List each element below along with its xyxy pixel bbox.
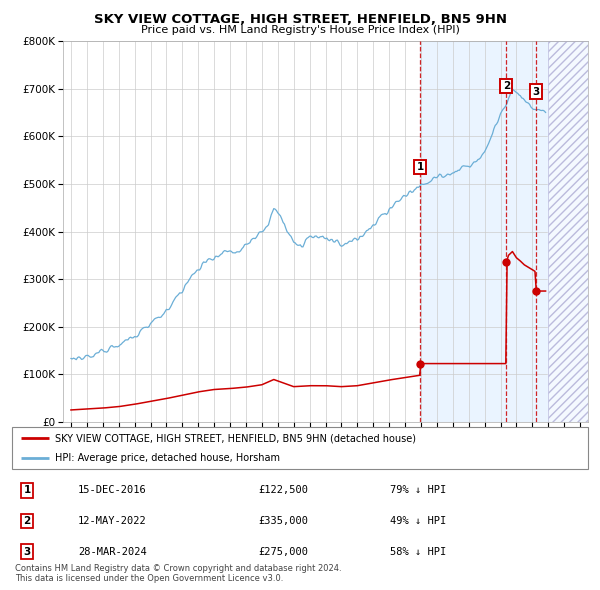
Text: £335,000: £335,000 (258, 516, 308, 526)
Text: 79% ↓ HPI: 79% ↓ HPI (390, 486, 446, 495)
FancyBboxPatch shape (12, 427, 588, 469)
Text: 58% ↓ HPI: 58% ↓ HPI (390, 547, 446, 556)
Text: 1: 1 (23, 486, 31, 495)
Text: £275,000: £275,000 (258, 547, 308, 556)
Text: 15-DEC-2016: 15-DEC-2016 (78, 486, 147, 495)
Text: SKY VIEW COTTAGE, HIGH STREET, HENFIELD, BN5 9HN (detached house): SKY VIEW COTTAGE, HIGH STREET, HENFIELD,… (55, 433, 416, 443)
Text: 28-MAR-2024: 28-MAR-2024 (78, 547, 147, 556)
Bar (548, 41, 588, 422)
Text: 12-MAY-2022: 12-MAY-2022 (78, 516, 147, 526)
Text: 3: 3 (533, 87, 540, 97)
Text: 2: 2 (23, 516, 31, 526)
Text: HPI: Average price, detached house, Horsham: HPI: Average price, detached house, Hors… (55, 453, 280, 463)
Bar (548, 41, 588, 422)
Text: £122,500: £122,500 (258, 486, 308, 495)
Bar (548, 41, 588, 422)
Text: 3: 3 (23, 547, 31, 556)
Text: SKY VIEW COTTAGE, HIGH STREET, HENFIELD, BN5 9HN: SKY VIEW COTTAGE, HIGH STREET, HENFIELD,… (94, 13, 506, 26)
Text: 2: 2 (503, 81, 510, 91)
Text: Price paid vs. HM Land Registry's House Price Index (HPI): Price paid vs. HM Land Registry's House … (140, 25, 460, 35)
Text: 49% ↓ HPI: 49% ↓ HPI (390, 516, 446, 526)
Text: Contains HM Land Registry data © Crown copyright and database right 2024.
This d: Contains HM Land Registry data © Crown c… (15, 563, 341, 583)
Bar (420, 41, 548, 422)
Text: 1: 1 (416, 162, 424, 172)
